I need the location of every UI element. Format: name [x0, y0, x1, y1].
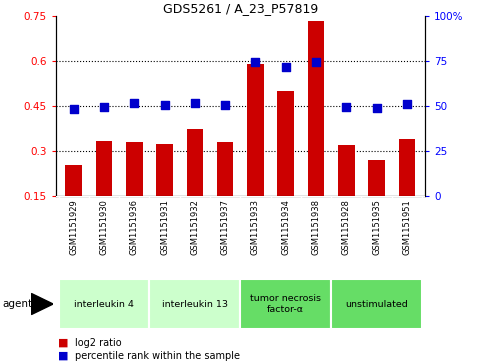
Text: GSM1151935: GSM1151935: [372, 199, 381, 255]
Text: agent: agent: [2, 299, 32, 309]
Point: [373, 105, 381, 111]
Text: log2 ratio: log2 ratio: [75, 338, 122, 348]
Text: GSM1151930: GSM1151930: [99, 199, 109, 255]
Text: GSM1151937: GSM1151937: [221, 199, 229, 255]
Text: GSM1151936: GSM1151936: [130, 199, 139, 255]
Bar: [126, 142, 142, 196]
Point: [312, 59, 320, 65]
Bar: [149, 279, 241, 329]
Text: tumor necrosis
factor-α: tumor necrosis factor-α: [250, 294, 321, 314]
Point: [70, 106, 78, 112]
Bar: [247, 64, 264, 196]
Text: ■: ■: [58, 351, 69, 361]
Text: GSM1151928: GSM1151928: [342, 199, 351, 255]
Bar: [338, 145, 355, 196]
Bar: [156, 144, 173, 196]
Point: [100, 104, 108, 110]
Text: unstimulated: unstimulated: [345, 299, 408, 309]
Bar: [308, 21, 325, 196]
Text: percentile rank within the sample: percentile rank within the sample: [75, 351, 240, 361]
Title: GDS5261 / A_23_P57819: GDS5261 / A_23_P57819: [163, 2, 318, 15]
Bar: [277, 91, 294, 196]
Text: GSM1151933: GSM1151933: [251, 199, 260, 255]
Text: GSM1151934: GSM1151934: [281, 199, 290, 255]
Text: interleukin 13: interleukin 13: [162, 299, 228, 309]
Point: [130, 100, 138, 106]
Text: GSM1151932: GSM1151932: [190, 199, 199, 255]
Text: GSM1151951: GSM1151951: [402, 199, 412, 255]
Bar: [65, 164, 82, 196]
Bar: [217, 142, 233, 196]
Point: [191, 100, 199, 106]
Point: [282, 64, 290, 70]
Text: interleukin 4: interleukin 4: [74, 299, 134, 309]
Point: [342, 104, 350, 110]
Bar: [241, 279, 331, 329]
Bar: [186, 129, 203, 196]
Bar: [58, 279, 149, 329]
Polygon shape: [31, 293, 53, 314]
Text: ■: ■: [58, 338, 69, 348]
Bar: [398, 139, 415, 196]
Bar: [368, 160, 385, 196]
Text: GSM1151931: GSM1151931: [160, 199, 169, 255]
Point: [221, 102, 229, 108]
Point: [161, 102, 169, 108]
Bar: [331, 279, 422, 329]
Text: GSM1151938: GSM1151938: [312, 199, 321, 255]
Point: [403, 102, 411, 107]
Point: [252, 59, 259, 65]
Text: GSM1151929: GSM1151929: [69, 199, 78, 255]
Bar: [96, 140, 113, 196]
